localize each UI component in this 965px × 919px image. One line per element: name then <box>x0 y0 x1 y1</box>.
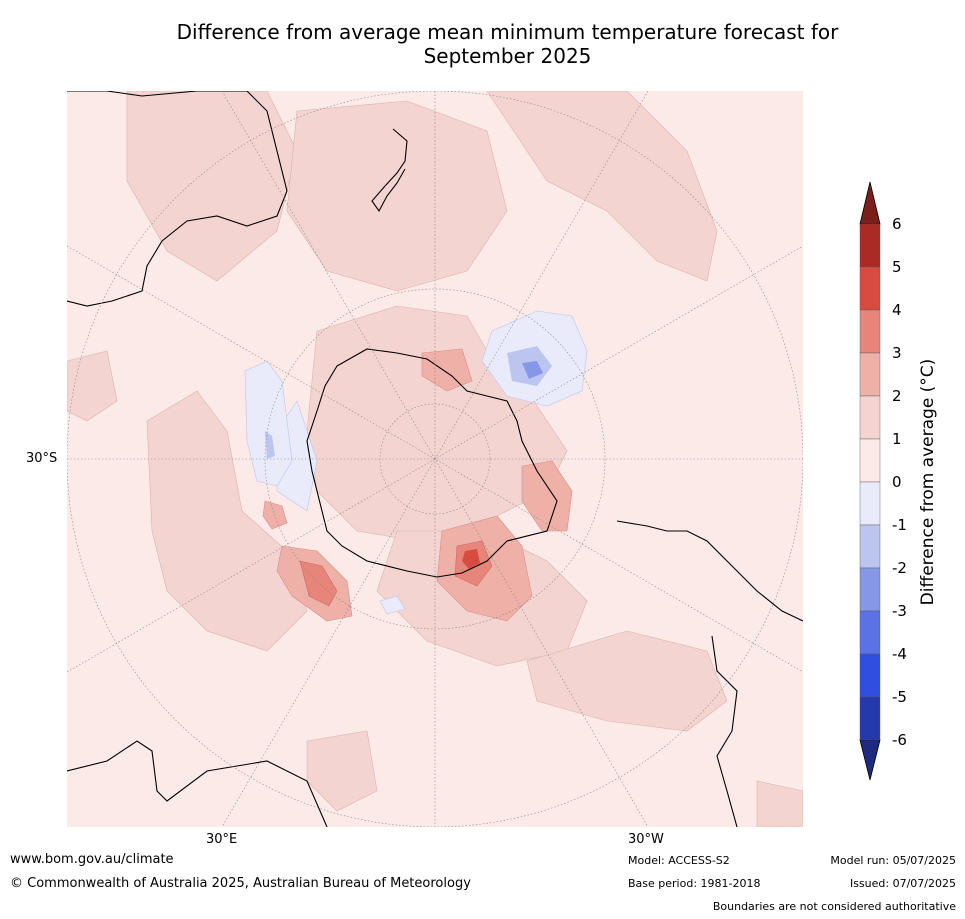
colorbar-tick-label: -2 <box>892 559 907 577</box>
footer-website: www.bom.gov.au/climate <box>10 852 174 867</box>
title-line-2: September 2025 <box>423 44 592 68</box>
coastlines <box>67 91 803 827</box>
anomaly-region-plus4-5 <box>462 549 480 569</box>
antarctica-coast <box>306 348 558 578</box>
colorbar-tick-label: 3 <box>892 344 902 362</box>
footer-issued: Issued: 07/07/2025 <box>849 877 956 890</box>
anomaly-region-minus <box>244 310 588 615</box>
colorbar-tick-label: 0 <box>892 473 902 491</box>
title-line-1: Difference from average mean minimum tem… <box>176 20 839 44</box>
colorbar-tick-label: -5 <box>892 688 907 706</box>
new-zealand-coast <box>371 128 408 213</box>
colorbar-swatch <box>859 696 881 741</box>
colorbar-swatch <box>859 395 881 440</box>
colorbar-swatch <box>859 610 881 655</box>
footer-copyright: © Commonwealth of Australia 2025, Austra… <box>10 876 471 891</box>
africa-coast <box>67 740 328 827</box>
colorbar-tick-label: 5 <box>892 258 902 276</box>
colorbar-over-triangle <box>859 181 881 225</box>
footer-disclaimer: Boundaries are not considered authoritat… <box>712 900 956 913</box>
polar-map <box>67 91 803 827</box>
graticule <box>67 91 803 827</box>
colorbar-tick-label: -6 <box>892 731 907 749</box>
latitude-label-30s: 30°S <box>26 451 58 466</box>
colorbar-tick-label: -4 <box>892 645 907 663</box>
colorbar-swatch <box>859 309 881 354</box>
anomaly-region-plus1-2 <box>67 91 803 827</box>
footer-base-period: Base period: 1981-2018 <box>628 877 761 890</box>
colorbar-tick-label: -1 <box>892 516 907 534</box>
colorbar-swatches <box>859 223 881 741</box>
colorbar-ticks: 6 5 4 3 2 1 0 -1 -2 -3 -4 -5 -6 <box>892 215 907 749</box>
longitude-label-30e: 30°E <box>206 832 238 847</box>
colorbar-tick-label: 1 <box>892 430 902 448</box>
colorbar-title: Difference from average (°C) <box>918 358 938 606</box>
colorbar-tick-label: 6 <box>892 215 902 233</box>
colorbar-swatch <box>859 266 881 311</box>
colorbar-tick-label: 2 <box>892 387 902 405</box>
colorbar-swatch <box>859 223 881 268</box>
colorbar-tick-label: -3 <box>892 602 907 620</box>
colorbar: 6 5 4 3 2 1 0 -1 -2 -3 -4 -5 -6 <box>859 181 907 781</box>
longitude-label-30w: 30°W <box>628 832 664 847</box>
australia-coast <box>67 91 288 307</box>
south-america-coast <box>616 520 803 827</box>
colorbar-tick-label: 4 <box>892 301 902 319</box>
colorbar-swatch <box>859 524 881 569</box>
colorbar-swatch <box>859 438 881 483</box>
footer-model-run: Model run: 05/07/2025 <box>830 854 956 867</box>
colorbar-under-triangle <box>859 739 881 781</box>
colorbar-swatch <box>859 567 881 612</box>
colorbar-swatch <box>859 481 881 526</box>
footer-model: Model: ACCESS-S2 <box>628 854 730 867</box>
colorbar-swatch <box>859 653 881 698</box>
map-title: Difference from average mean minimum tem… <box>60 20 955 68</box>
colorbar-swatch <box>859 352 881 397</box>
